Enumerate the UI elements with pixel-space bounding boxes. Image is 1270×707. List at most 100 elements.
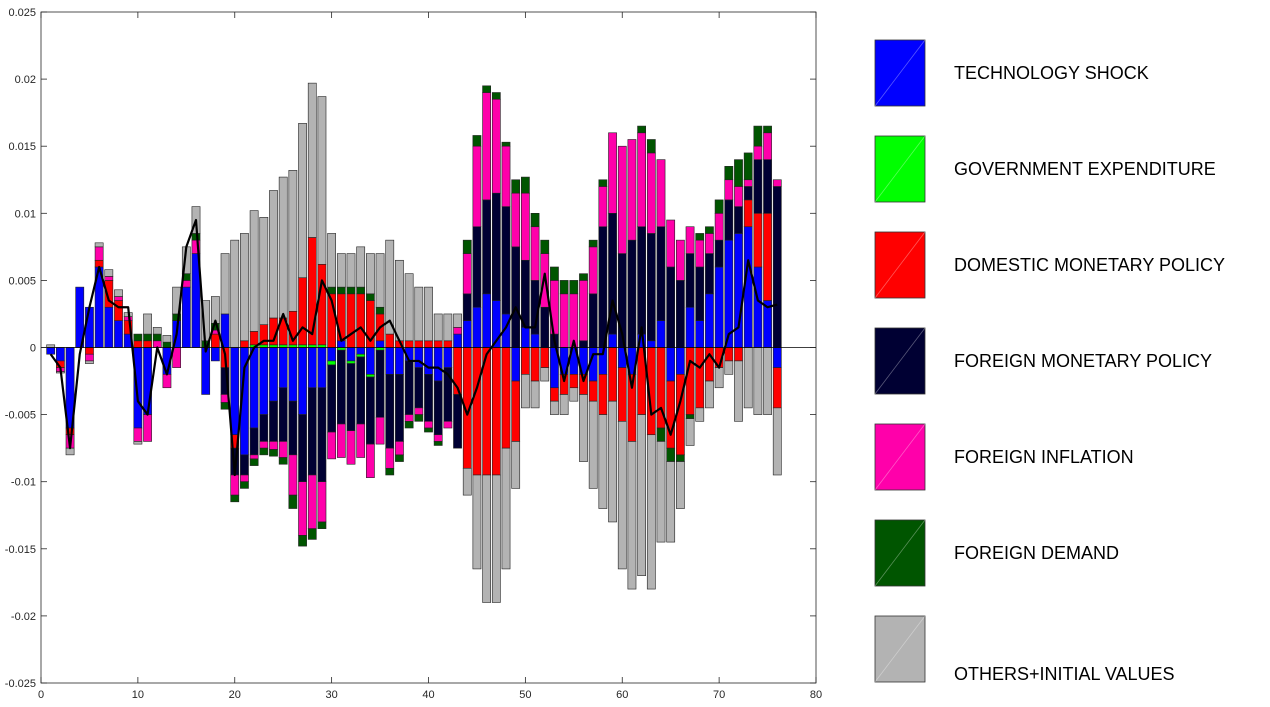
x-tick-label: 10 bbox=[132, 689, 144, 701]
bar-segment bbox=[734, 206, 743, 234]
bar-segment bbox=[269, 347, 278, 402]
bar-segment bbox=[695, 320, 705, 348]
bar-segment bbox=[336, 293, 346, 342]
legend-swatch bbox=[874, 423, 926, 491]
bar-segment bbox=[753, 213, 763, 268]
bar-segment bbox=[317, 96, 327, 265]
bar-segment bbox=[414, 414, 424, 422]
bar-segment bbox=[298, 344, 307, 348]
bar-segment bbox=[395, 454, 404, 462]
bar-segment bbox=[85, 306, 94, 348]
bar-segment bbox=[530, 213, 540, 228]
bar-segment bbox=[656, 427, 666, 442]
bar-segment bbox=[530, 347, 540, 382]
bar-segment bbox=[598, 186, 608, 228]
legend-label: OTHERS+INITIAL VALUES bbox=[954, 664, 1175, 684]
bar-segment bbox=[385, 333, 395, 348]
bar-segment bbox=[521, 327, 530, 348]
legend-swatch-hatch bbox=[874, 231, 926, 299]
bar-segment bbox=[482, 474, 491, 603]
legend-label: FOREIGN MONETARY POLICY bbox=[954, 351, 1212, 371]
bar-segment bbox=[356, 353, 366, 358]
bar-segment bbox=[637, 226, 646, 335]
bar-segment bbox=[501, 447, 511, 570]
bar-segment bbox=[278, 344, 288, 348]
bar-segment bbox=[453, 327, 462, 335]
bar-segment bbox=[104, 276, 114, 281]
bar-segment bbox=[608, 347, 617, 402]
bar-segment bbox=[317, 521, 327, 529]
bar-segment bbox=[540, 347, 550, 368]
bar-segment bbox=[462, 320, 472, 348]
bar-segment bbox=[356, 286, 366, 295]
bar-segment bbox=[685, 226, 695, 254]
bar-segment bbox=[133, 347, 143, 429]
bar-segment bbox=[521, 259, 530, 328]
bar-segment bbox=[482, 85, 491, 93]
bar-segment bbox=[743, 179, 753, 187]
bar-segment bbox=[143, 333, 152, 342]
bar-segment bbox=[288, 454, 298, 496]
bar-segment bbox=[317, 263, 327, 346]
bar-segment bbox=[152, 327, 162, 335]
bar-segment bbox=[598, 374, 608, 415]
bar-segment bbox=[617, 421, 627, 570]
bar-segment bbox=[666, 447, 676, 462]
bar-segment bbox=[162, 341, 172, 348]
bar-segment bbox=[666, 461, 676, 543]
bar-segment bbox=[705, 347, 714, 382]
legend-swatch bbox=[874, 615, 926, 683]
bar-segment bbox=[569, 280, 579, 295]
bar-segment bbox=[772, 367, 782, 409]
bar-segment bbox=[133, 340, 143, 348]
bar-segment bbox=[676, 239, 685, 281]
bar-segment bbox=[346, 430, 356, 465]
bar-segment bbox=[453, 394, 462, 449]
legend-swatch-hatch bbox=[874, 519, 926, 587]
bar-segment bbox=[491, 92, 501, 100]
bar-segment bbox=[743, 186, 753, 201]
bar-segment bbox=[530, 380, 540, 409]
bar-segment bbox=[211, 296, 220, 324]
bar-segment bbox=[598, 414, 608, 509]
bar-segment bbox=[133, 427, 143, 442]
y-tick-label: 0 bbox=[30, 343, 36, 355]
bar-segment bbox=[327, 360, 336, 366]
legend-swatch bbox=[874, 519, 926, 587]
bar-segment bbox=[695, 233, 705, 241]
bar-segment bbox=[646, 340, 656, 348]
bar-segment bbox=[366, 376, 375, 445]
bar-segment bbox=[579, 273, 588, 281]
bar-segment bbox=[511, 380, 521, 442]
bar-segment bbox=[724, 360, 734, 375]
y-tick-label: -0.015 bbox=[5, 544, 36, 556]
bar-segment bbox=[259, 441, 269, 449]
bar-segment bbox=[249, 347, 259, 429]
bar-segment bbox=[763, 132, 772, 160]
bar-segment bbox=[743, 152, 753, 181]
bar-segment bbox=[395, 374, 404, 442]
bar-segment bbox=[511, 246, 521, 348]
bar-segment bbox=[511, 192, 521, 248]
bar-segment bbox=[734, 159, 743, 187]
bar-segment bbox=[375, 416, 385, 445]
bar-segment bbox=[617, 367, 627, 422]
bar-segment bbox=[724, 199, 734, 241]
bar-segment bbox=[249, 210, 259, 332]
legend-swatch-hatch bbox=[874, 615, 926, 683]
bar-segment bbox=[695, 266, 705, 321]
bar-segment bbox=[608, 400, 617, 523]
bar-segment bbox=[114, 300, 123, 321]
bar-segment bbox=[269, 190, 278, 319]
bar-segment bbox=[472, 145, 482, 228]
bar-segment bbox=[472, 135, 482, 147]
bar-segment bbox=[521, 347, 530, 375]
bar-segment bbox=[588, 380, 598, 402]
bar-segment bbox=[588, 293, 598, 348]
bar-segment bbox=[133, 441, 143, 445]
bar-segment bbox=[433, 441, 443, 446]
bar-segment bbox=[278, 441, 288, 458]
legend-swatch-hatch bbox=[874, 39, 926, 107]
bar-segment bbox=[705, 253, 714, 295]
